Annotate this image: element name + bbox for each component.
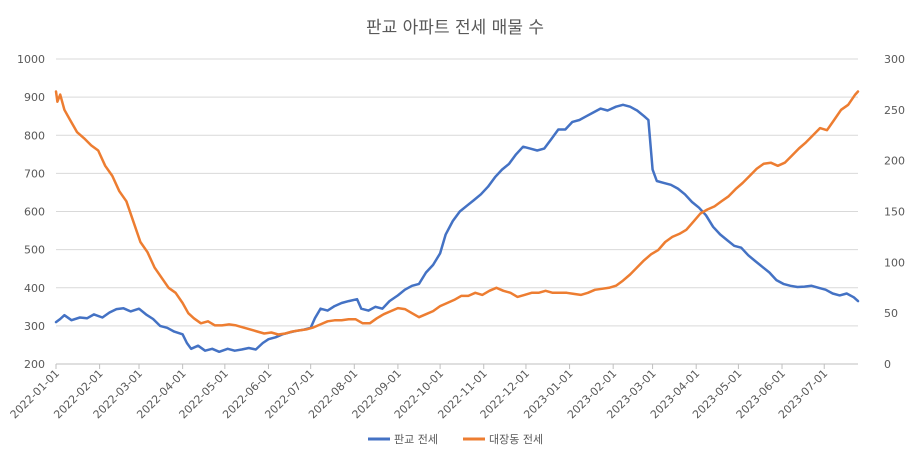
- y-left-tick-label: 400: [24, 282, 45, 295]
- y-left-tick-label: 900: [24, 91, 45, 104]
- chart-title: 판교 아파트 전세 매물 수: [366, 18, 544, 38]
- x-axis: 2022-01-012022-02-012022-03-012022-04-01…: [8, 363, 858, 421]
- right-axis: 0 50 100 150 200 250 300: [884, 53, 905, 371]
- y-left-tick-label: 500: [24, 244, 45, 257]
- y-right-tick-label: 150: [884, 206, 905, 219]
- y-right-tick-label: 0: [884, 358, 891, 371]
- y-right-tick-label: 100: [884, 256, 905, 269]
- y-left-tick-label: 300: [24, 320, 45, 333]
- y-left-tick-label: 700: [24, 167, 45, 180]
- series-line-1: [54, 103, 860, 354]
- series-lines: [54, 90, 860, 354]
- legend-label-1: 판교 전세: [394, 433, 438, 446]
- y-right-tick-label: 50: [884, 307, 898, 320]
- y-left-tick-label: 800: [24, 129, 45, 142]
- y-left-tick-label: 600: [24, 206, 45, 219]
- y-right-tick-label: 250: [884, 104, 905, 117]
- legend-label-2: 대장동 전세: [489, 433, 543, 446]
- y-right-tick-label: 200: [884, 155, 905, 168]
- y-left-tick-label: 200: [24, 358, 45, 371]
- y-right-tick-label: 300: [884, 53, 905, 66]
- left-axis: 200 300 400 500 600 700 800 900 1000: [17, 53, 45, 371]
- y-left-tick-label: 1000: [17, 53, 45, 66]
- series-line-2: [54, 90, 860, 336]
- legend: 판교 전세 대장동 전세: [368, 433, 543, 446]
